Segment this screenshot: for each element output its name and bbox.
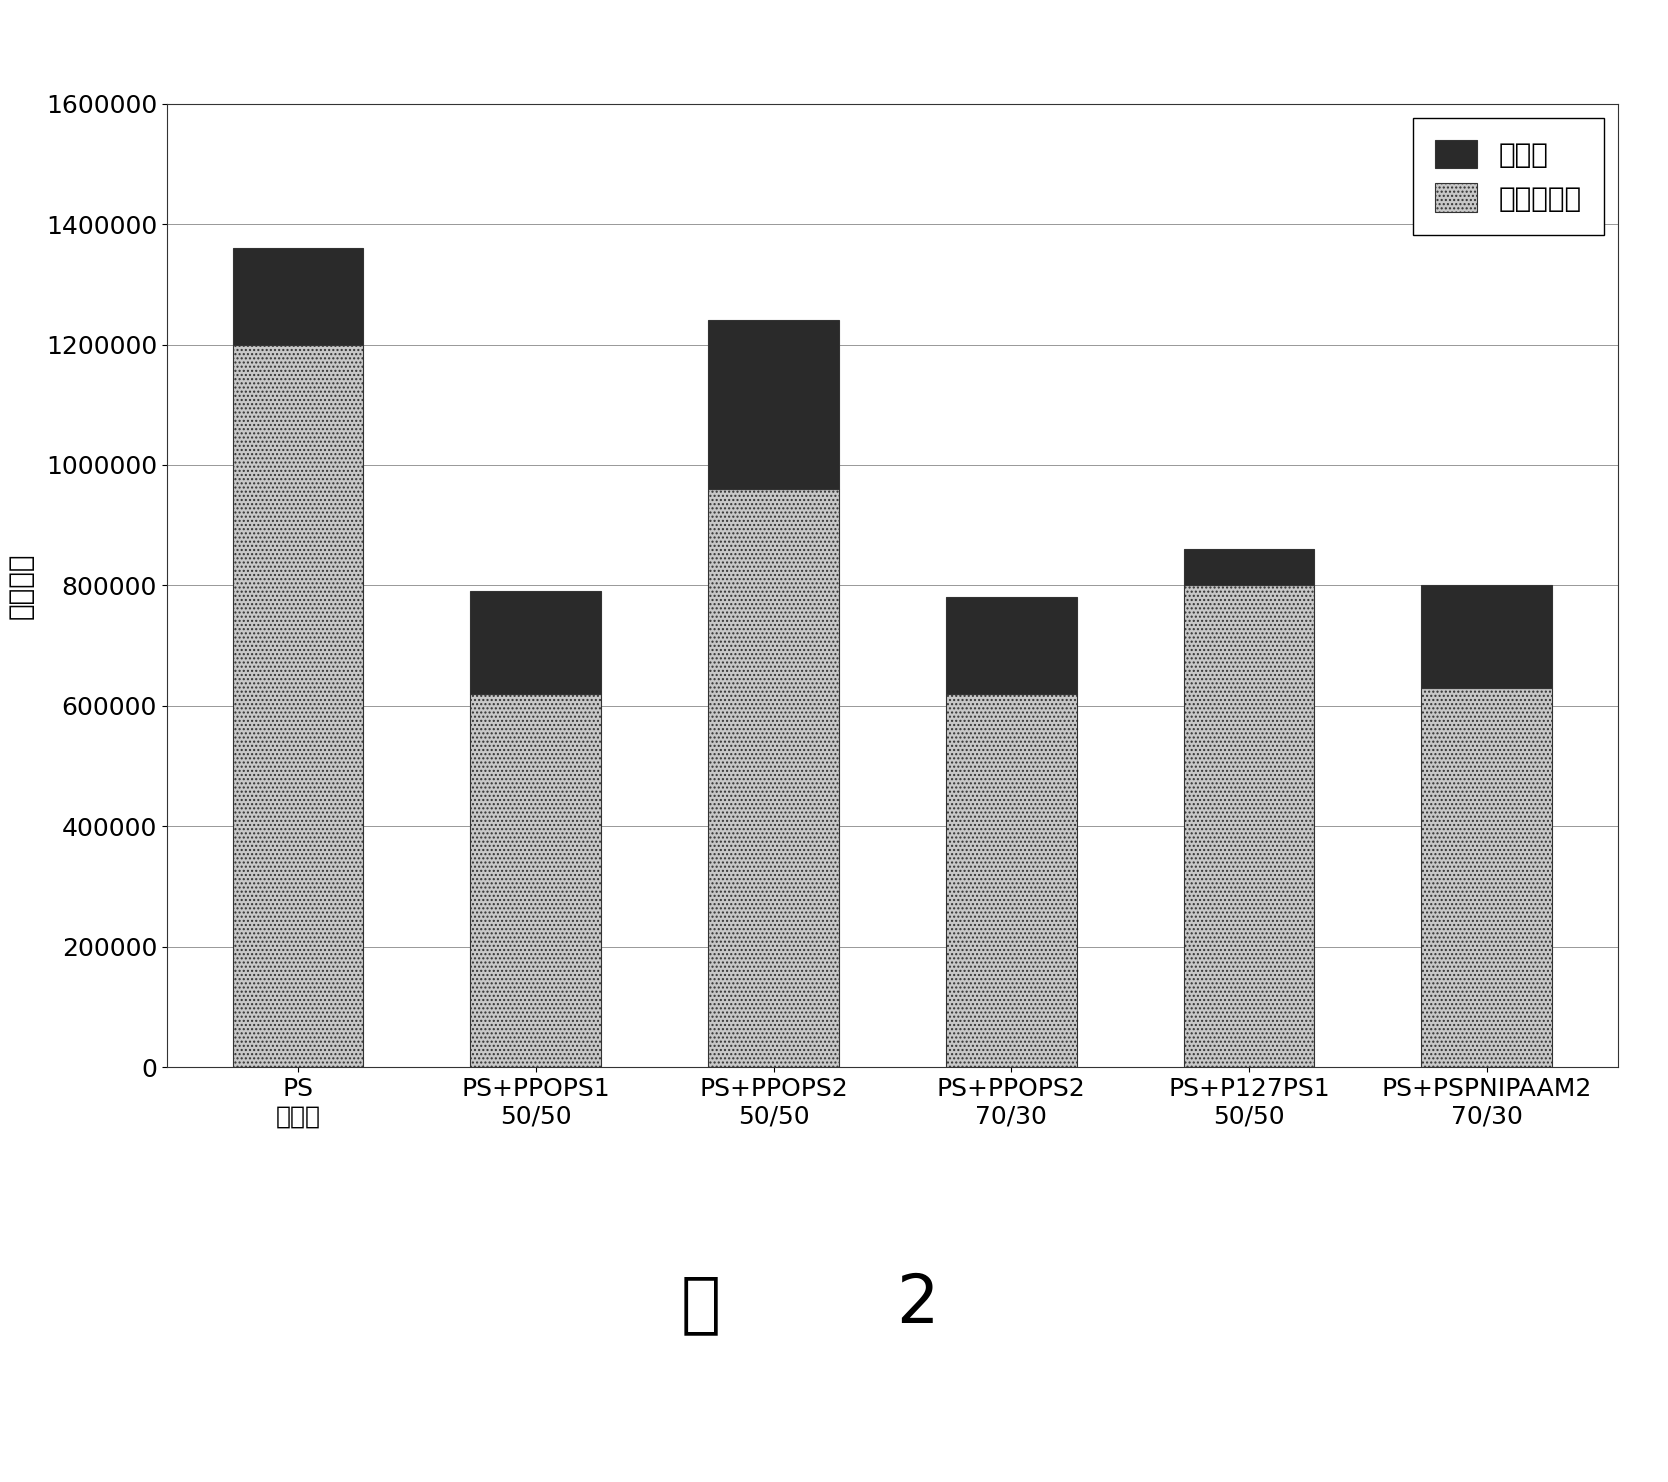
Text: 图: 图 [681, 1272, 721, 1337]
Y-axis label: 细胞数目: 细胞数目 [7, 553, 35, 618]
Bar [1184, 550, 1314, 585]
Bar [946, 694, 1076, 1067]
Bar [1184, 585, 1314, 1067]
Bar [234, 249, 364, 345]
Bar [470, 591, 600, 694]
Bar [1421, 585, 1551, 688]
Bar [234, 345, 364, 1067]
Bar [709, 320, 839, 489]
Bar [470, 694, 600, 1067]
Legend: 未释放, 释放的细胞: 未释放, 释放的细胞 [1413, 117, 1605, 236]
Bar [709, 489, 839, 1067]
Bar [946, 597, 1076, 694]
Bar [1421, 688, 1551, 1067]
Text: 2: 2 [896, 1272, 939, 1337]
